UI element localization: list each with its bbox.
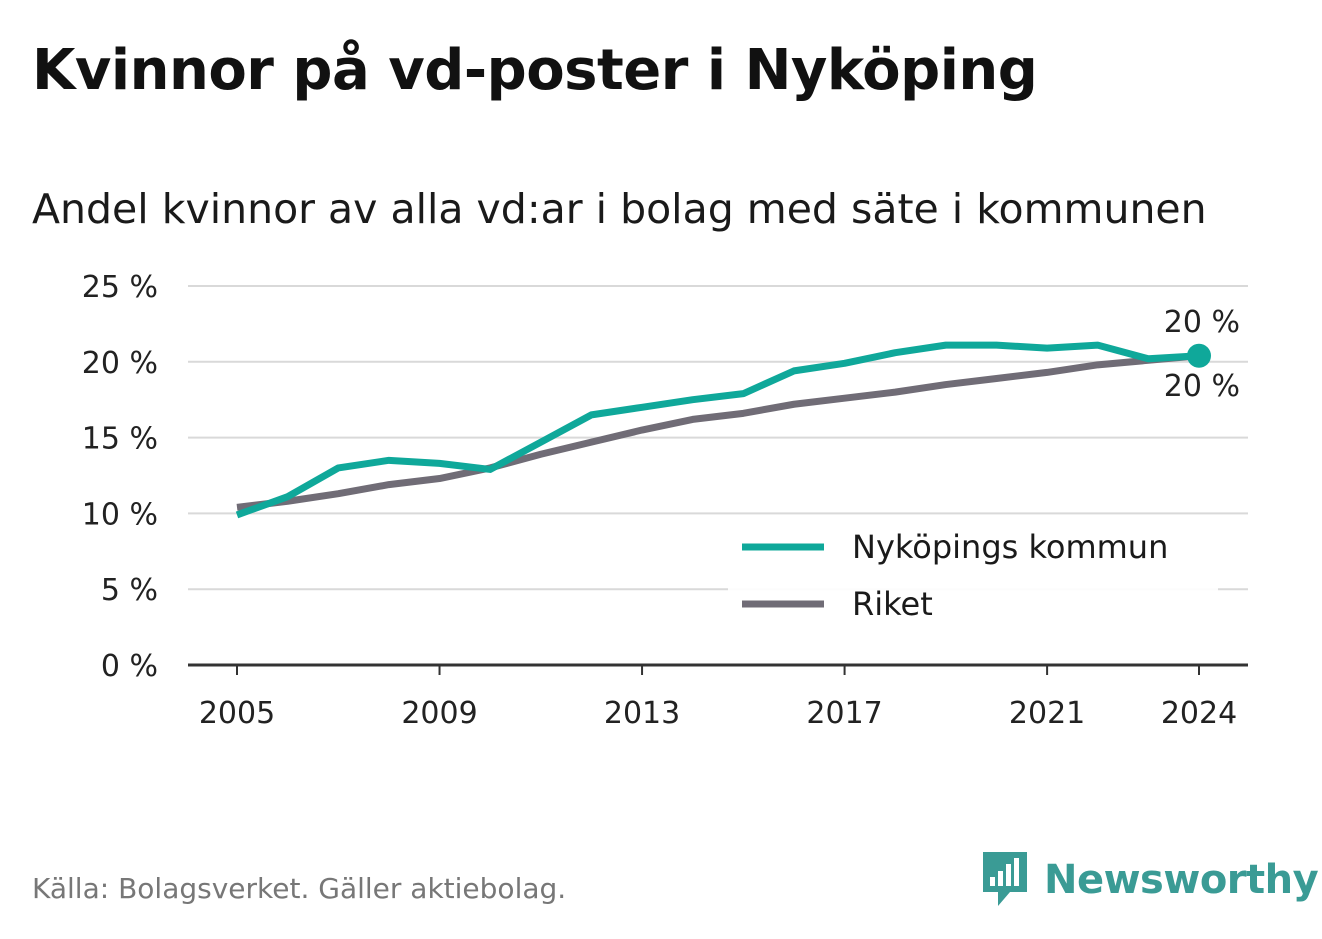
- legend-label-nykoping: Nyköpings kommun: [852, 528, 1168, 566]
- series-end-marker: [1187, 343, 1211, 368]
- x-tick-label: 2024: [1161, 696, 1237, 731]
- brand-name: Newsworthy: [1044, 857, 1319, 903]
- y-tick-label: 15 %: [82, 422, 158, 457]
- y-tick-label: 25 %: [82, 270, 158, 305]
- brand-logo[interactable]: Newsworthy: [980, 850, 1319, 910]
- series-line-riket: [236, 352, 1200, 511]
- end-label-nykoping: 20 %: [1164, 305, 1240, 340]
- x-tick-label: 2009: [401, 696, 477, 731]
- y-tick-label: 20 %: [82, 346, 158, 381]
- newsworthy-logo-icon: [983, 852, 1027, 906]
- y-tick-label: 5 %: [101, 573, 158, 608]
- source-note: Källa: Bolagsverket. Gäller aktiebolag.: [32, 872, 567, 905]
- series-line-nykoping: [235, 341, 1200, 519]
- legend-box: [728, 515, 1218, 637]
- x-tick-label: 2013: [604, 696, 680, 731]
- y-tick-label: 10 %: [82, 497, 158, 532]
- legend-label-riket: Riket: [852, 585, 933, 623]
- end-label-riket: 20 %: [1164, 369, 1240, 404]
- chart-title: Kvinnor på vd-poster i Nyköping: [32, 38, 1038, 103]
- x-tick-label: 2021: [1009, 696, 1085, 731]
- x-tick-label: 2017: [806, 696, 882, 731]
- y-tick-label: 0 %: [101, 649, 158, 684]
- chart-subtitle: Andel kvinnor av alla vd:ar i bolag med …: [32, 185, 1207, 233]
- x-tick-label: 2005: [199, 696, 275, 731]
